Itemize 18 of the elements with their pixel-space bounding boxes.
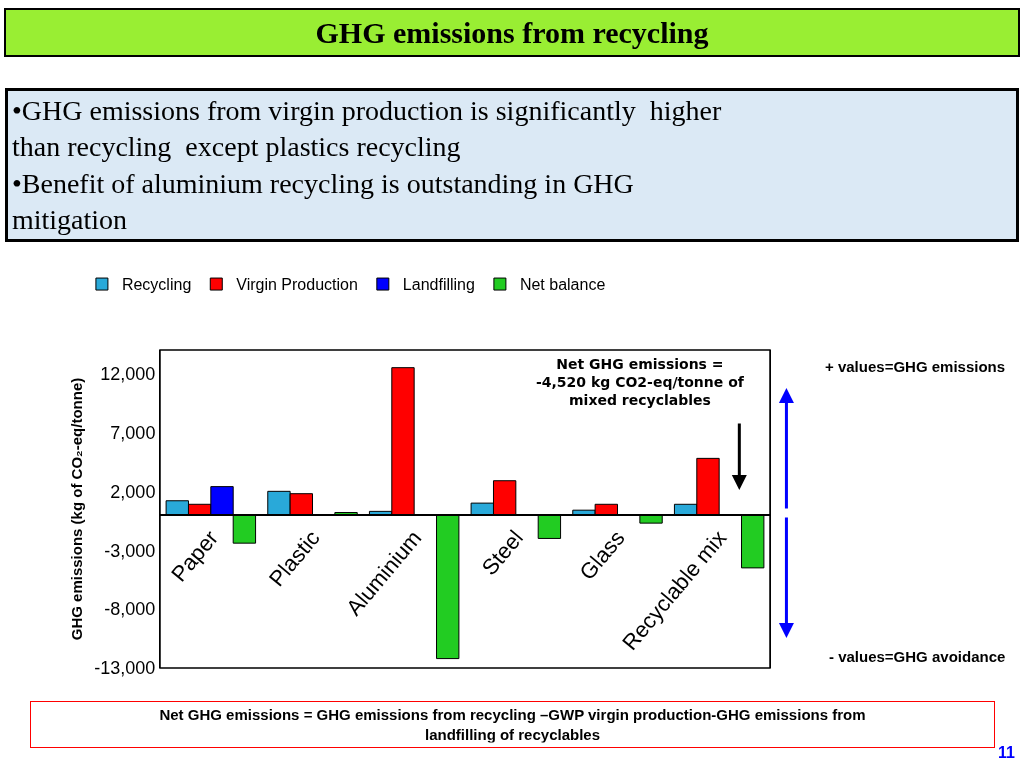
legend-label: Net balance [519,276,606,294]
text: 11 [998,744,1016,761]
y-tick-label: 2,000 [110,481,156,502]
text: - values=GHG avoidance [829,648,1006,665]
text: Net GHG emissions = GHG emissions from recycling –GWP virgin production-GHG emissions from landfilling of recyclables [159,706,866,743]
y-tick-label: -13,000 [94,658,156,679]
y-tick-label: 12,000 [100,363,156,384]
chart-title: GHG emissions from recycling [315,16,709,49]
legend-label: Recycling [121,276,192,294]
y-tick-label: -8,000 [104,599,156,620]
y-tick-label: -3,000 [104,540,156,561]
text: + values=GHG emissions [825,358,1006,375]
y-axis-title: GHG emissions (kg of CO₂-eq/tonne) [67,377,85,641]
chart-subtitle: •GHG emissions from virgin production is significantly higher than recycling except plastics recycling •Benefit of aluminium recycling is outstanding in GHG mitigation [12,95,722,236]
annotation: Net GHG emissions = -4,520 kg CO2-eq/tonne of mixed recyclables [536,356,745,409]
y-tick-label: 7,000 [110,422,156,443]
legend-label: Virgin Production [236,276,358,294]
legend-label: Landfilling [402,276,475,294]
